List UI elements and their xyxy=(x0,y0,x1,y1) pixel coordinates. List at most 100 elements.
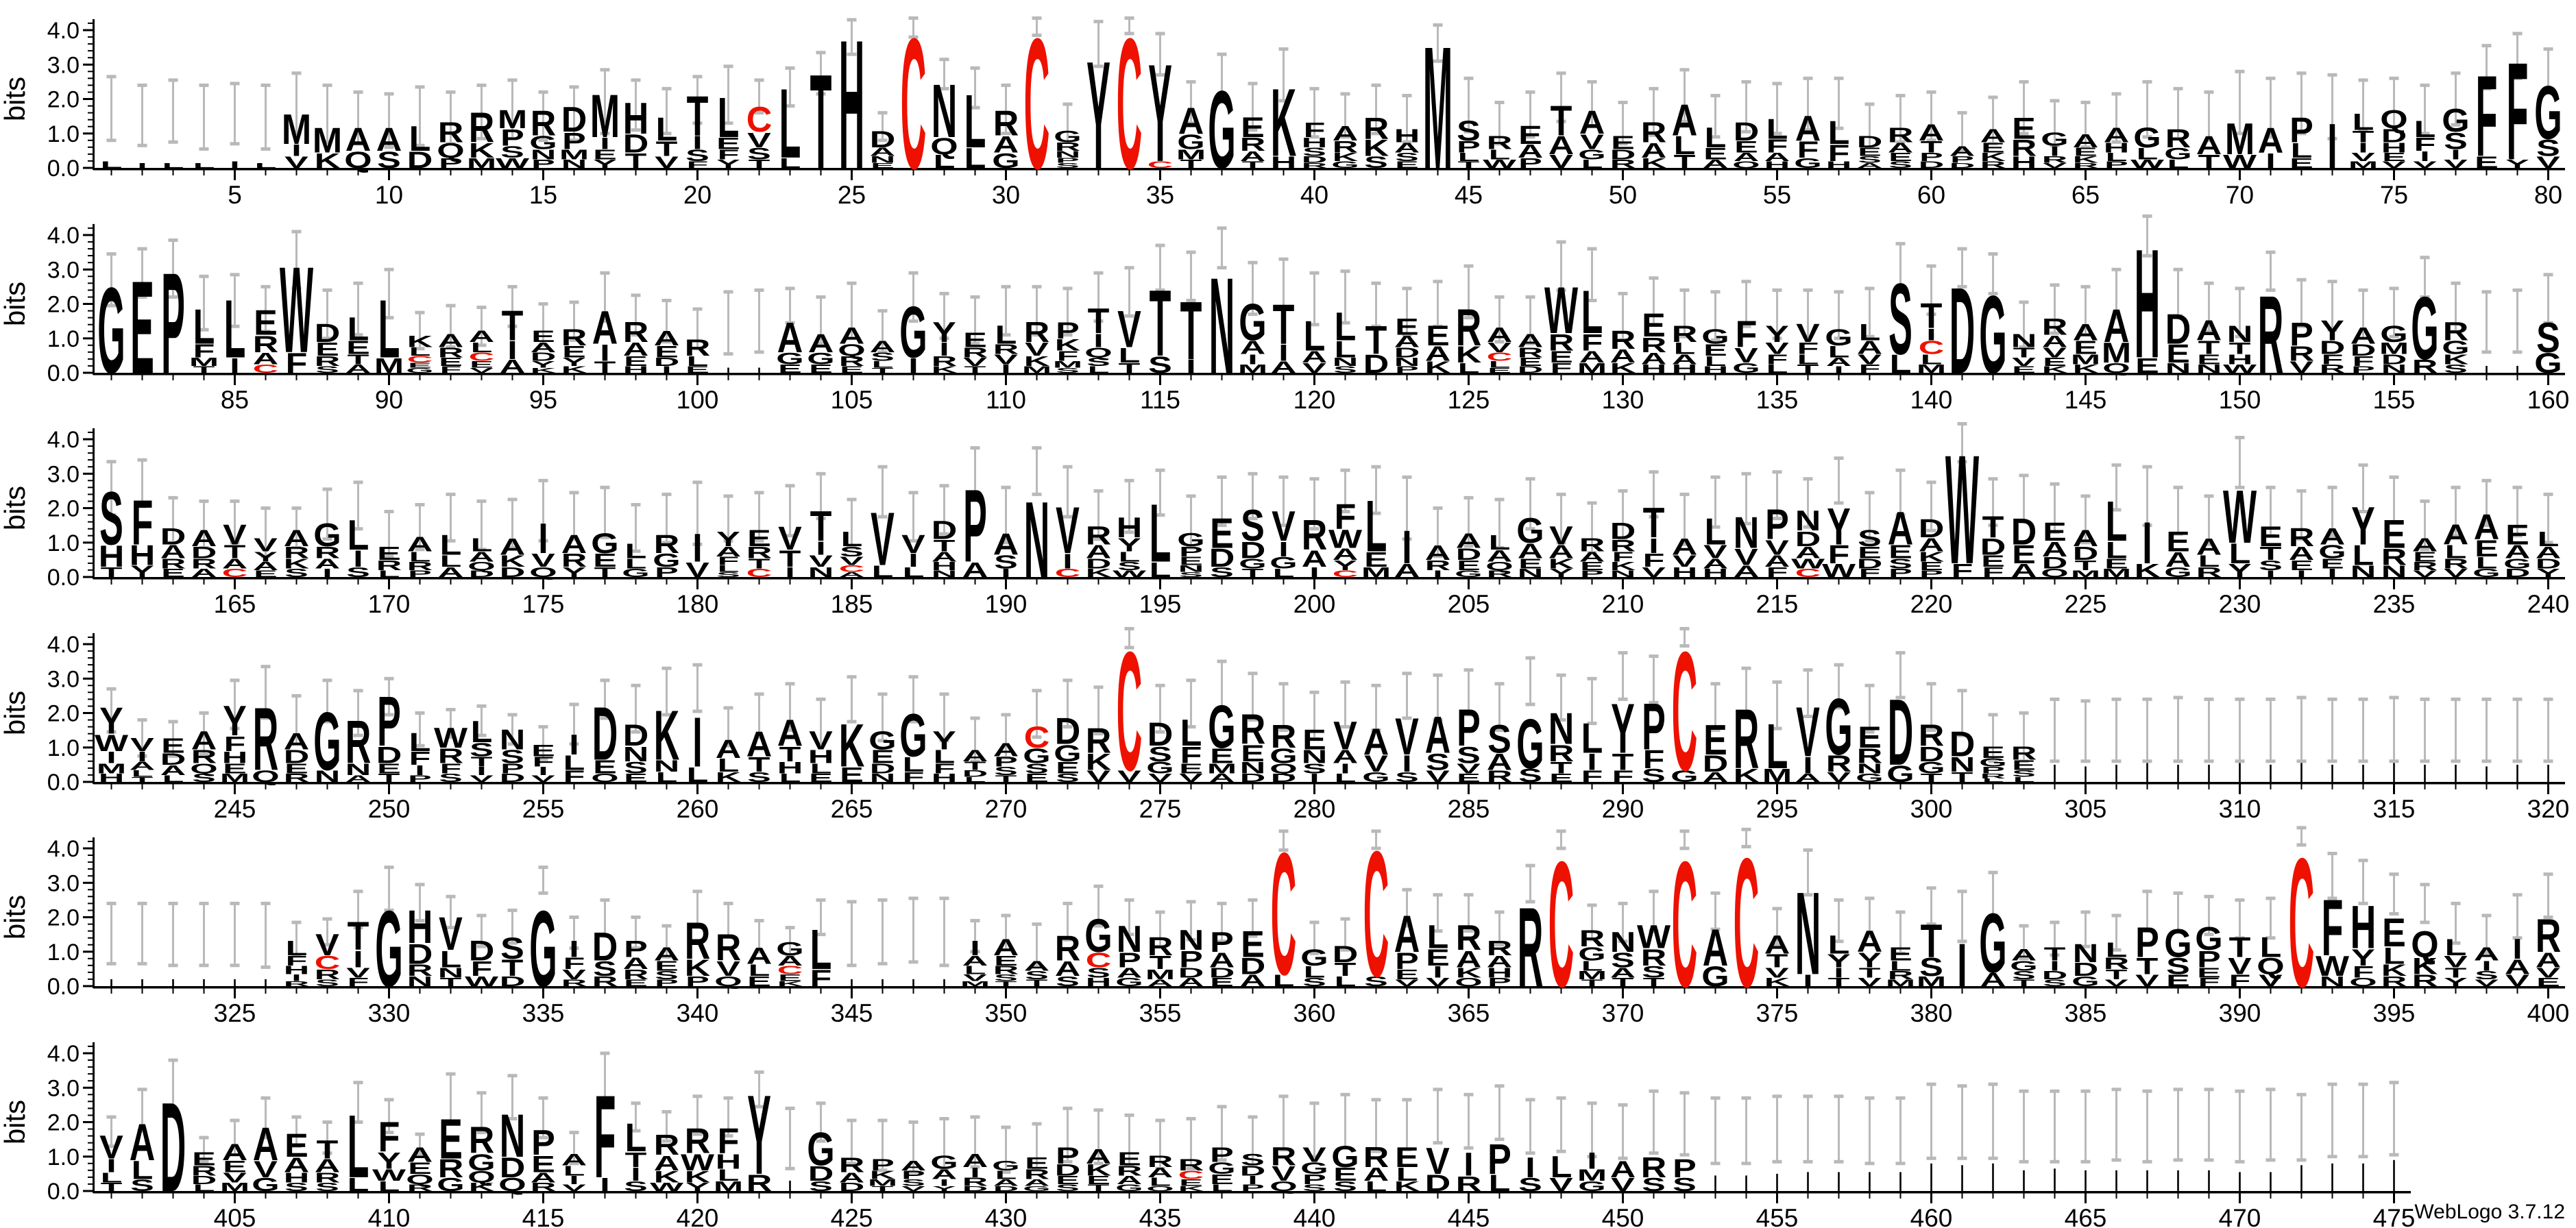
svg-text:E: E xyxy=(2197,352,2221,367)
svg-text:L: L xyxy=(1705,511,1727,553)
svg-text:R: R xyxy=(1487,767,1513,785)
svg-text:S: S xyxy=(1086,966,1110,981)
svg-text:R: R xyxy=(2381,974,2407,990)
svg-text:H: H xyxy=(1672,565,1698,580)
svg-text:T: T xyxy=(101,565,123,580)
svg-text:V: V xyxy=(778,520,802,557)
svg-text:E: E xyxy=(2289,156,2313,171)
svg-text:G: G xyxy=(2164,565,2191,580)
svg-text:L: L xyxy=(2445,935,2467,961)
svg-text:150: 150 xyxy=(2219,386,2261,410)
svg-text:S: S xyxy=(1487,716,1511,761)
svg-text:A: A xyxy=(1086,541,1112,562)
svg-text:R: R xyxy=(2536,909,2562,962)
svg-text:H: H xyxy=(99,772,125,785)
svg-text:I: I xyxy=(1649,535,1658,558)
svg-text:3.0: 3.0 xyxy=(47,257,80,283)
svg-text:E: E xyxy=(1487,366,1511,374)
svg-text:L: L xyxy=(1674,131,1696,160)
logo-column: QDN xyxy=(498,1074,526,1199)
logo-column: VTL xyxy=(655,86,679,175)
svg-text:L: L xyxy=(2106,938,2128,962)
logo-column: VL xyxy=(1549,1096,1573,1199)
svg-text:R: R xyxy=(253,331,279,357)
svg-text:M: M xyxy=(1145,967,1175,983)
svg-text:H: H xyxy=(2135,217,2161,391)
svg-text:E: E xyxy=(1518,355,1542,368)
svg-text:V: V xyxy=(1549,151,1573,172)
svg-text:D: D xyxy=(1363,349,1389,378)
svg-text:Q: Q xyxy=(344,147,372,173)
svg-text:N: N xyxy=(1795,868,1821,999)
svg-text:2.0: 2.0 xyxy=(47,496,80,522)
svg-text:V: V xyxy=(685,558,709,582)
svg-text:N: N xyxy=(1518,567,1544,580)
svg-text:G: G xyxy=(1054,127,1081,145)
svg-text:C: C xyxy=(315,952,341,973)
svg-text:E: E xyxy=(2475,153,2499,171)
svg-text:S: S xyxy=(593,957,617,981)
svg-text:G: G xyxy=(1825,683,1852,772)
svg-text:285: 285 xyxy=(1448,795,1490,819)
svg-text:I: I xyxy=(970,937,980,961)
svg-text:D: D xyxy=(2042,554,2068,572)
svg-text:N: N xyxy=(561,158,587,171)
svg-text:V: V xyxy=(470,366,494,374)
svg-text:S: S xyxy=(315,1181,339,1194)
svg-text:V: V xyxy=(1025,338,1049,359)
svg-text:L: L xyxy=(625,556,647,572)
svg-text:A: A xyxy=(1579,347,1605,366)
svg-text:S: S xyxy=(439,772,463,785)
svg-text:L: L xyxy=(193,299,215,354)
logo-column: RSD xyxy=(592,898,618,994)
svg-text:A: A xyxy=(1333,545,1359,563)
svg-text:D: D xyxy=(1919,742,1945,766)
svg-text:A: A xyxy=(1363,1164,1389,1185)
svg-text:P: P xyxy=(2135,919,2159,966)
logo-column: VAT xyxy=(1548,71,1574,175)
svg-text:V: V xyxy=(1272,1162,1296,1186)
svg-text:I: I xyxy=(322,567,332,580)
svg-text:T: T xyxy=(2106,967,2128,983)
svg-text:E: E xyxy=(2104,556,2128,572)
svg-text:V: V xyxy=(2444,953,2468,971)
svg-text:A: A xyxy=(191,526,217,552)
logo-column: LTD xyxy=(1333,917,1358,994)
svg-text:F: F xyxy=(1612,549,1634,565)
logo-column: N xyxy=(1024,446,1049,600)
svg-text:345: 345 xyxy=(831,999,873,1023)
svg-text:R: R xyxy=(1147,1152,1174,1170)
svg-text:315: 315 xyxy=(2373,795,2416,819)
svg-text:N: N xyxy=(1734,508,1760,558)
logo-column: SC xyxy=(1363,818,1389,1014)
svg-text:I: I xyxy=(2420,149,2429,164)
svg-text:K: K xyxy=(1363,135,1389,161)
svg-text:A: A xyxy=(1764,931,1790,959)
logo-column: 320 xyxy=(2527,697,2569,819)
svg-text:M: M xyxy=(97,761,126,776)
svg-text:M: M xyxy=(868,1178,897,1188)
svg-text:G: G xyxy=(1269,554,1297,572)
svg-text:K: K xyxy=(1024,353,1050,369)
svg-text:A: A xyxy=(962,746,988,765)
svg-text:A: A xyxy=(2196,131,2222,160)
logo-column: SKR xyxy=(1363,83,1389,175)
svg-text:E: E xyxy=(1025,1153,1049,1172)
svg-text:V: V xyxy=(1117,299,1141,358)
svg-text:N: N xyxy=(2073,939,2099,968)
svg-text:D: D xyxy=(1888,680,1914,785)
svg-text:N: N xyxy=(531,147,557,162)
svg-text:M: M xyxy=(1176,147,1206,162)
